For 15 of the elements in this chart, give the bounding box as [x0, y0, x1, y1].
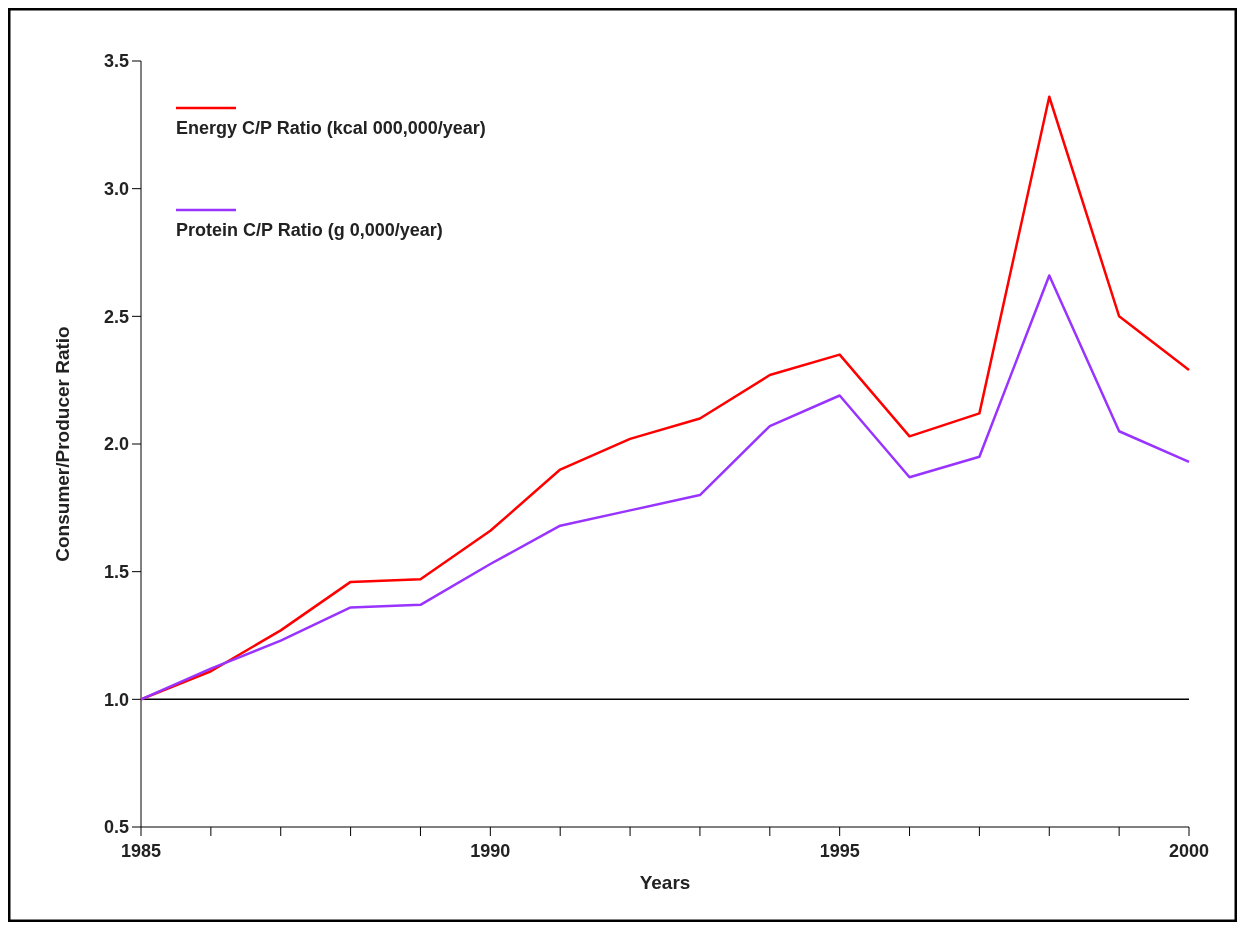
x-tick-label: 1990	[470, 841, 511, 861]
y-axis-title: Consumer/Producer Ratio	[52, 326, 73, 562]
y-tick-label: 3.0	[103, 178, 129, 199]
y-tick-label: 1.0	[103, 689, 129, 710]
y-tick-label: 2.0	[103, 434, 129, 455]
x-axis-title: Years	[639, 872, 691, 893]
y-tick-label: 1.5	[103, 561, 129, 582]
legend-label: Protein C/P Ratio (g 0,000/year)	[176, 220, 443, 240]
legend-label: Energy C/P Ratio (kcal 000,000/year)	[176, 118, 486, 138]
x-tick-label: 2000	[1168, 841, 1210, 861]
x-tick-label: 1995	[819, 841, 860, 861]
x-tick-label: 1985	[120, 841, 162, 861]
y-tick-label: 3.5	[103, 51, 129, 72]
y-tick-label: 2.5	[103, 306, 129, 327]
y-tick-label: 0.5	[103, 817, 129, 838]
